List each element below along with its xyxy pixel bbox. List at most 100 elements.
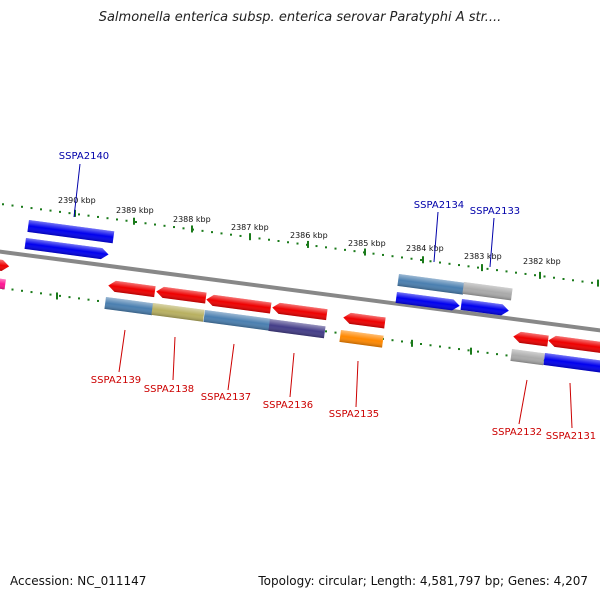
gene-label: SSPA2140	[59, 151, 109, 162]
track-dot	[562, 278, 565, 280]
track-dot	[334, 247, 337, 250]
gene-features	[0, 220, 600, 373]
gene-label: SSPA2134	[414, 200, 464, 211]
gene-feature	[548, 335, 600, 354]
gene-feature	[543, 353, 600, 373]
track-dot	[211, 231, 213, 234]
track-dot	[591, 281, 593, 284]
scale-label: 2382 kbp	[523, 257, 561, 266]
track-dot	[154, 223, 156, 226]
track-dot	[486, 351, 489, 354]
track-dot	[78, 213, 80, 216]
track-dot	[458, 264, 460, 267]
track-dot	[410, 257, 413, 260]
gene-feature	[268, 319, 326, 339]
major-tick	[133, 217, 135, 225]
track-dot	[97, 299, 99, 302]
track-dot	[277, 240, 280, 242]
track-dot	[391, 255, 394, 258]
gene-label: SSPA2131	[546, 431, 596, 442]
track-dot	[448, 262, 451, 265]
track-dot	[429, 344, 432, 347]
track-dot	[391, 339, 394, 342]
track-dot	[68, 296, 71, 299]
leader-line	[489, 217, 495, 268]
gene-feature	[206, 294, 272, 314]
track-dot	[144, 222, 147, 225]
major-tick	[56, 292, 58, 300]
leader-line	[433, 211, 439, 263]
track-dot	[87, 214, 90, 217]
track-dot	[439, 261, 441, 264]
track-dot	[21, 205, 23, 208]
track-dot	[505, 270, 508, 273]
gene-feature	[108, 280, 156, 298]
scale-label: 2388 kbp	[173, 215, 211, 224]
gene-feature	[510, 349, 545, 366]
major-tick	[481, 264, 483, 272]
track-dot	[182, 227, 185, 230]
track-dot	[496, 353, 498, 356]
track-dot	[97, 215, 99, 218]
track-dot	[401, 340, 403, 343]
track-dot	[78, 297, 80, 300]
leader-line	[227, 343, 235, 391]
track-dot	[40, 208, 42, 211]
gene-feature	[203, 310, 271, 331]
gene-label: SSPA2136	[263, 400, 313, 411]
leader-line	[569, 382, 573, 429]
track-dot	[201, 229, 204, 232]
gene-feature	[397, 274, 465, 295]
leader-line	[355, 360, 359, 408]
track-dot	[353, 250, 356, 253]
track-dot	[496, 269, 498, 272]
scale-label: 2385 kbp	[348, 239, 386, 248]
gene-feature	[339, 330, 384, 348]
gene-feature	[460, 299, 509, 316]
track-dot	[467, 349, 470, 352]
gene-label: SSPA2139	[91, 375, 141, 386]
gene-feature	[343, 312, 386, 329]
leader-line	[518, 379, 528, 425]
track-dot	[21, 289, 23, 292]
map-title: Salmonella enterica subsp. enterica sero…	[98, 10, 502, 25]
leader-line	[172, 336, 176, 381]
track-dot	[30, 291, 33, 294]
track-dot	[106, 217, 109, 220]
track-dot	[467, 265, 470, 268]
gene-feature	[272, 302, 328, 321]
scale-label: 2387 kbp	[231, 223, 269, 232]
track-dot	[287, 241, 289, 244]
track-dot	[315, 245, 318, 248]
track-dot	[59, 294, 61, 297]
gene-feature	[0, 278, 6, 290]
gene-label: SSPA2133	[470, 206, 520, 217]
track-dot	[59, 210, 61, 213]
gene-labels: SSPA2140 SSPA2134 SSPA2133 SSPA2139SSPA2138…	[59, 151, 596, 442]
scale-label: 2386 kbp	[290, 231, 328, 240]
track-dot	[477, 350, 479, 353]
track-dot	[581, 280, 584, 283]
major-tick	[307, 240, 309, 248]
track-dot	[448, 346, 451, 349]
track-dot	[439, 345, 441, 348]
gene-feature	[27, 220, 115, 244]
track-dot	[49, 293, 52, 296]
gene-label: SSPA2135	[329, 409, 379, 420]
major-tick	[411, 339, 413, 347]
major-tick	[364, 248, 366, 256]
scale-labels: 2390 kbp 2389 kbp 2388 kbp 2387 kbp 2386 kbp…	[58, 196, 561, 266]
track-dot	[325, 330, 327, 333]
track-dot	[486, 267, 489, 270]
track-dot	[572, 279, 574, 282]
genome-backbone	[0, 249, 600, 333]
scale-label: 2384 kbp	[406, 244, 444, 253]
track-dot	[220, 232, 223, 235]
track-dot	[30, 207, 33, 210]
major-tick	[191, 225, 193, 233]
track-dot	[258, 237, 261, 240]
scale-label: 2390 kbp	[58, 196, 96, 205]
major-tick	[74, 209, 76, 217]
track-dot	[372, 252, 375, 255]
